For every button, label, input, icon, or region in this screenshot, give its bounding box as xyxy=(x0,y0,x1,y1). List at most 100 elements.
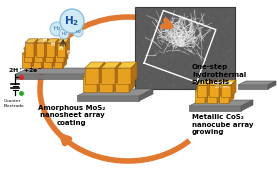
Polygon shape xyxy=(195,86,210,91)
Polygon shape xyxy=(25,39,38,43)
Polygon shape xyxy=(22,54,31,68)
Polygon shape xyxy=(45,48,53,62)
Polygon shape xyxy=(85,62,105,68)
Polygon shape xyxy=(64,44,68,62)
Circle shape xyxy=(59,29,69,39)
Polygon shape xyxy=(115,76,129,92)
Polygon shape xyxy=(207,91,217,103)
Polygon shape xyxy=(22,50,35,54)
Polygon shape xyxy=(129,70,135,92)
Polygon shape xyxy=(97,70,103,92)
Circle shape xyxy=(60,9,84,33)
Polygon shape xyxy=(101,62,121,68)
Polygon shape xyxy=(43,44,47,62)
Text: H: H xyxy=(67,50,71,56)
Circle shape xyxy=(50,22,64,36)
Polygon shape xyxy=(88,68,100,79)
Polygon shape xyxy=(57,39,70,43)
Polygon shape xyxy=(53,44,58,62)
Polygon shape xyxy=(42,50,45,68)
Polygon shape xyxy=(34,44,47,48)
Polygon shape xyxy=(207,86,222,91)
Polygon shape xyxy=(117,62,137,68)
Polygon shape xyxy=(31,50,35,68)
Polygon shape xyxy=(238,85,268,89)
Polygon shape xyxy=(32,54,42,68)
Polygon shape xyxy=(231,80,236,97)
Text: Amorphous MoS₂
nanosheet array
coating: Amorphous MoS₂ nanosheet array coating xyxy=(38,105,106,126)
Polygon shape xyxy=(45,39,48,57)
Polygon shape xyxy=(35,43,45,57)
Polygon shape xyxy=(207,80,212,97)
Polygon shape xyxy=(115,62,121,84)
Polygon shape xyxy=(35,39,48,43)
Polygon shape xyxy=(131,62,137,84)
Polygon shape xyxy=(55,44,68,48)
Polygon shape xyxy=(45,44,58,48)
Polygon shape xyxy=(238,81,276,85)
Polygon shape xyxy=(99,70,119,76)
Text: H: H xyxy=(59,46,63,51)
Text: Counter
Electrode: Counter Electrode xyxy=(4,99,25,108)
Text: $\bf{H_2}$: $\bf{H_2}$ xyxy=(65,14,79,28)
Polygon shape xyxy=(77,89,153,96)
Polygon shape xyxy=(217,86,222,103)
Polygon shape xyxy=(197,80,212,85)
Text: $\rm{H_2}$: $\rm{H_2}$ xyxy=(61,30,67,38)
Polygon shape xyxy=(53,50,66,54)
Polygon shape xyxy=(52,50,56,68)
Circle shape xyxy=(73,27,83,37)
Polygon shape xyxy=(117,68,131,84)
Polygon shape xyxy=(101,68,115,84)
Text: Metallic CoS₂
nanocube array
growing: Metallic CoS₂ nanocube array growing xyxy=(192,114,253,135)
Polygon shape xyxy=(32,50,45,54)
Polygon shape xyxy=(139,89,153,101)
Polygon shape xyxy=(55,48,64,62)
Bar xyxy=(135,7,235,89)
Polygon shape xyxy=(32,44,37,62)
Polygon shape xyxy=(24,44,37,48)
Polygon shape xyxy=(241,100,253,111)
Polygon shape xyxy=(43,54,52,68)
Polygon shape xyxy=(197,85,207,97)
Polygon shape xyxy=(221,80,236,85)
Polygon shape xyxy=(83,76,97,92)
Text: $\rm{H_2}$: $\rm{H_2}$ xyxy=(53,25,61,33)
Polygon shape xyxy=(219,91,229,103)
Polygon shape xyxy=(25,43,34,57)
Text: One-step
hydrothermal
synthesis: One-step hydrothermal synthesis xyxy=(192,64,246,85)
Polygon shape xyxy=(209,80,224,85)
Polygon shape xyxy=(43,50,56,54)
Polygon shape xyxy=(219,86,234,91)
Polygon shape xyxy=(195,91,205,103)
Polygon shape xyxy=(57,43,65,57)
Polygon shape xyxy=(205,86,210,103)
Polygon shape xyxy=(16,68,100,74)
Polygon shape xyxy=(65,39,70,57)
Polygon shape xyxy=(55,39,59,57)
Text: 2H$^+$+2e$^-$: 2H$^+$+2e$^-$ xyxy=(8,67,43,75)
Polygon shape xyxy=(229,86,234,103)
Text: 200 nm: 200 nm xyxy=(215,85,229,89)
Polygon shape xyxy=(24,48,32,62)
Polygon shape xyxy=(83,70,103,76)
Polygon shape xyxy=(209,85,219,97)
Polygon shape xyxy=(77,96,139,101)
Polygon shape xyxy=(219,80,224,97)
Polygon shape xyxy=(113,70,119,92)
Polygon shape xyxy=(63,50,66,68)
Polygon shape xyxy=(115,70,135,76)
Polygon shape xyxy=(99,62,105,84)
Polygon shape xyxy=(53,54,63,68)
Text: H: H xyxy=(43,39,47,43)
Polygon shape xyxy=(189,106,241,111)
Text: H: H xyxy=(51,43,55,47)
Polygon shape xyxy=(34,39,38,57)
Polygon shape xyxy=(46,43,55,57)
Text: $\rm{H_2}$: $\rm{H_2}$ xyxy=(75,28,81,36)
Polygon shape xyxy=(46,39,59,43)
Polygon shape xyxy=(268,81,276,89)
Polygon shape xyxy=(16,74,88,79)
Polygon shape xyxy=(189,100,253,106)
Polygon shape xyxy=(99,76,113,92)
